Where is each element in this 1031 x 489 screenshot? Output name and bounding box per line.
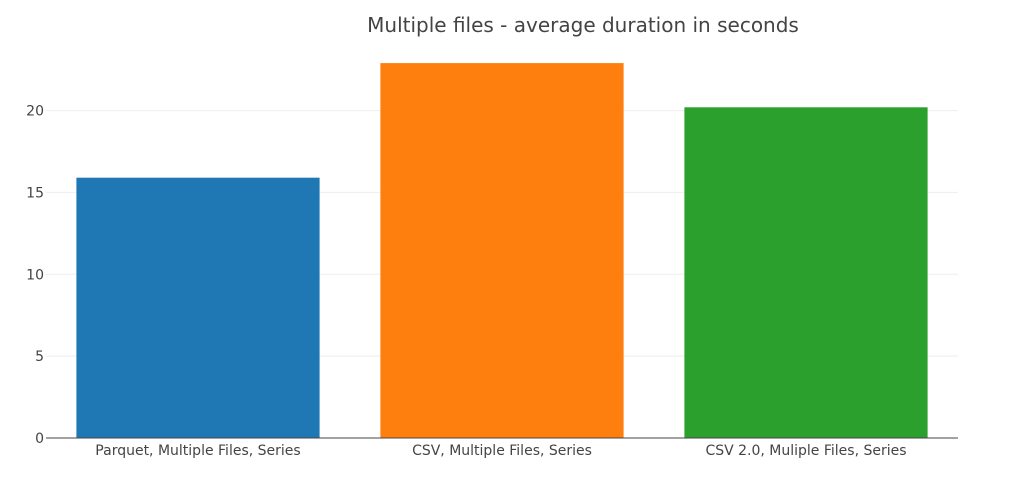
x-tick-label: CSV, Multiple Files, Series (412, 443, 592, 459)
y-tick-label: 20 (26, 104, 44, 120)
x-tick-label: Parquet, Multiple Files, Series (95, 443, 300, 459)
chart-title: Multiple files - average duration in sec… (367, 13, 799, 37)
y-tick-label: 5 (35, 349, 44, 365)
y-tick-label: 15 (26, 185, 44, 201)
x-tick-label: CSV 2.0, Muliple Files, Series (705, 443, 906, 459)
y-tick-label: 10 (26, 267, 44, 283)
y-tick-label: 0 (35, 431, 44, 447)
bar[interactable] (380, 63, 624, 438)
bar[interactable] (76, 177, 320, 438)
bar[interactable] (684, 107, 928, 439)
bar-layer (76, 63, 928, 439)
axis-layer: 0 5 10 15 20 Parquet, Multiple Files, Series C… (26, 104, 958, 459)
